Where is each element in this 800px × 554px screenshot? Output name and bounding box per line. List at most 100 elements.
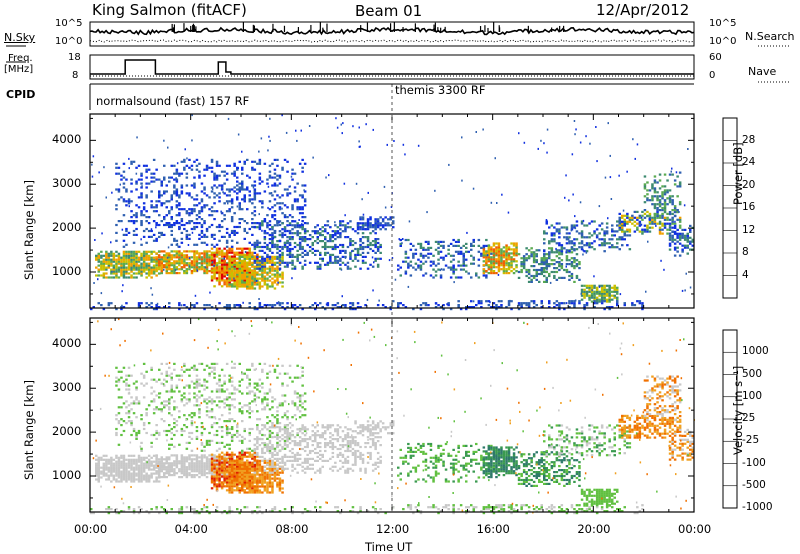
power-cell (173, 164, 176, 167)
power-cell (178, 194, 181, 197)
power-cell (361, 251, 365, 254)
power-cell (256, 255, 259, 258)
velocity-cell (193, 468, 196, 471)
power-cell (107, 260, 111, 263)
power-cell (442, 256, 445, 259)
power-cell (132, 233, 136, 236)
velocity-cell (223, 465, 226, 468)
power-cell (532, 261, 536, 264)
velocity-cell (135, 474, 138, 477)
power-cell (236, 257, 239, 260)
power-cell (132, 250, 136, 253)
power-cell (218, 260, 221, 263)
velocity-cell (190, 476, 194, 479)
power-cell (243, 253, 246, 256)
power-cell (248, 306, 251, 309)
velocity-cell (107, 458, 111, 461)
power-cell (158, 178, 161, 181)
power-cell (376, 218, 380, 221)
power-cell (480, 252, 483, 255)
power-cell (120, 260, 123, 263)
power-cell (364, 261, 367, 264)
power-cell (208, 260, 211, 263)
power-cell (178, 302, 181, 305)
power-cell (218, 271, 221, 274)
power-cell (565, 232, 569, 235)
power-cell (225, 265, 229, 268)
power-cell (228, 275, 231, 278)
power-cell (651, 203, 654, 206)
power-cell (389, 218, 392, 221)
velocity-cell (107, 466, 111, 469)
power-cell (618, 222, 621, 225)
velocity-cell (180, 466, 184, 469)
power-noise (328, 174, 330, 177)
velocity-cell (256, 491, 259, 494)
power-cell (225, 164, 229, 167)
power-cell (268, 220, 272, 223)
power-cell (193, 260, 196, 263)
velocity-cell (276, 471, 279, 474)
power-cell (636, 210, 639, 213)
power-cell (545, 263, 548, 266)
velocity-cell (220, 483, 224, 486)
power-cell (334, 245, 337, 249)
freq-ytick-top: 18 (68, 52, 81, 63)
power-cell (621, 226, 624, 229)
power-cell (208, 196, 211, 199)
power-cell (147, 182, 151, 185)
power-cell (160, 182, 163, 185)
power-cell (369, 241, 372, 245)
power-cell (175, 220, 179, 223)
power-cell (178, 174, 181, 177)
power-cell (419, 260, 423, 263)
power-cell (152, 239, 156, 242)
velocity-cell (233, 479, 236, 482)
power-noise (684, 289, 686, 292)
velocity-cell (122, 466, 126, 469)
velocity-cell (241, 469, 244, 472)
velocity-cell (261, 471, 264, 474)
power-cell (651, 187, 654, 190)
power-cell (291, 228, 294, 231)
power-cell (140, 268, 143, 271)
power-cell (515, 266, 518, 269)
power-cell (381, 218, 385, 221)
power-cell (258, 283, 262, 286)
power-cell (112, 268, 116, 271)
power-cell (472, 262, 475, 265)
power-cell (145, 220, 148, 223)
power-cell (512, 248, 516, 251)
power-cell (225, 245, 229, 248)
power-cell (608, 300, 611, 303)
velocity-cell (258, 459, 262, 462)
power-cell (653, 214, 657, 217)
power-cell (439, 244, 443, 247)
power-cell (590, 300, 594, 303)
power-cell (344, 226, 347, 229)
velocity-cell (228, 477, 231, 480)
power-cell (361, 224, 365, 227)
power-cell (117, 276, 121, 279)
power-cell (583, 224, 586, 227)
power-cell (454, 240, 458, 243)
power-cell (165, 270, 168, 273)
power-cell (480, 246, 483, 249)
velocity-cell (150, 460, 153, 463)
power-cell (203, 186, 206, 189)
power-cell (658, 173, 662, 176)
velocity-cell (175, 458, 179, 461)
power-cell (502, 268, 506, 271)
power-cell (225, 267, 229, 270)
power-cell (163, 266, 166, 269)
power-cell (324, 228, 327, 231)
power-cell (130, 182, 133, 185)
power-cell (248, 271, 251, 274)
velocity-cell (188, 456, 191, 459)
power-cell (220, 225, 224, 229)
power-cell (550, 247, 554, 250)
velocity-cell (198, 456, 201, 459)
power-cell (228, 208, 231, 211)
power-cell (616, 220, 619, 223)
